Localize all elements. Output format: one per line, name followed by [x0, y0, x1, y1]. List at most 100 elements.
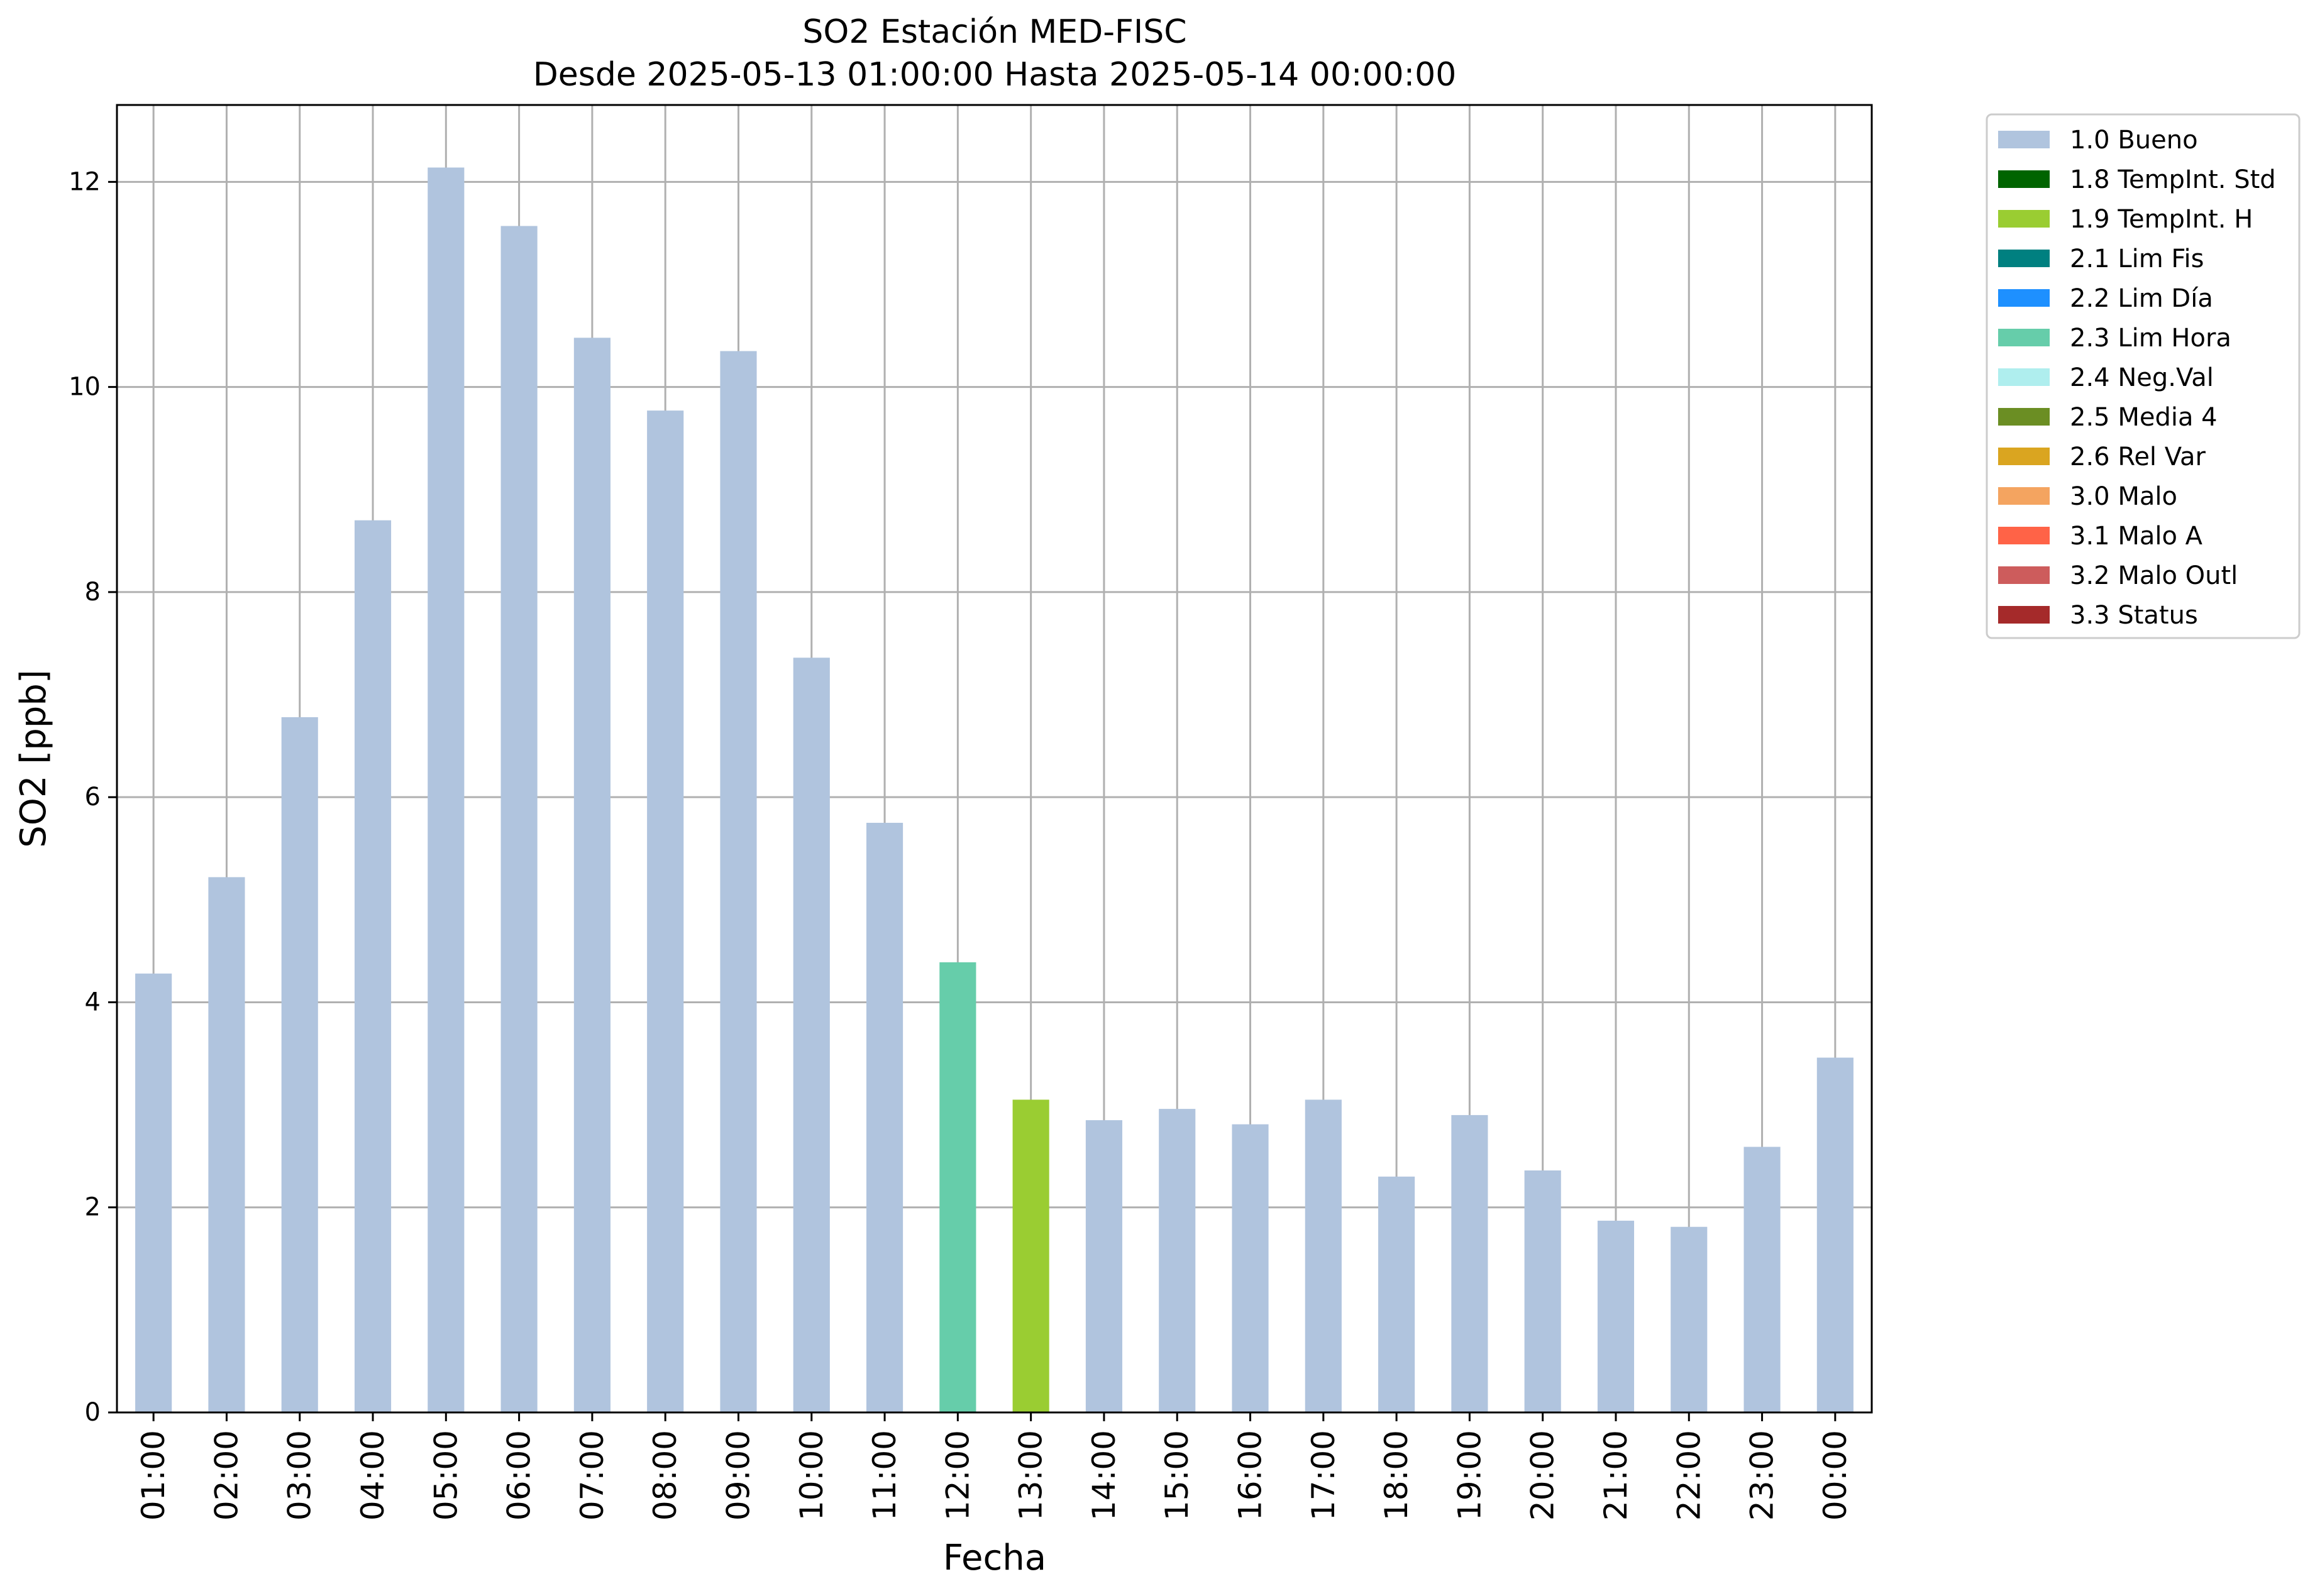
x-tick-label: 11:00 — [866, 1430, 903, 1521]
bar-00:00 — [1816, 1057, 1854, 1412]
legend-label: 2.1 Lim Fis — [2070, 245, 2204, 273]
plot-background — [117, 105, 1872, 1412]
x-tick-label: 01:00 — [135, 1430, 172, 1521]
x-tick-label: 21:00 — [1598, 1430, 1634, 1521]
bar-16:00 — [1232, 1124, 1269, 1412]
y-axis-label: SO2 [ppb] — [13, 669, 54, 847]
legend-label: 1.8 TempInt. Std — [2070, 165, 2276, 194]
x-tick-label: 23:00 — [1744, 1430, 1781, 1521]
legend-swatch — [1998, 606, 2050, 624]
x-tick-label: 20:00 — [1525, 1430, 1561, 1521]
x-tick-label: 08:00 — [647, 1430, 683, 1521]
plot-frame — [116, 104, 1873, 1414]
chart-subtitle: Desde 2025-05-13 01:00:00 Hasta 2025-05-… — [533, 56, 1457, 94]
legend-item: 2.4 Neg.Val — [1998, 363, 2214, 392]
legend-swatch — [1998, 566, 2050, 584]
y-tick-label: 8 — [85, 578, 101, 607]
legend-item: 1.0 Bueno — [1998, 126, 2198, 155]
chart-title: SO2 Estación MED-FISC — [802, 13, 1186, 51]
legend-label: 2.4 Neg.Val — [2070, 363, 2214, 392]
legend-swatch — [1998, 527, 2050, 544]
bar-22:00 — [1671, 1226, 1708, 1412]
legend-swatch — [1998, 289, 2050, 307]
legend-label: 2.6 Rel Var — [2070, 443, 2206, 471]
legend-label: 3.3 Status — [2070, 601, 2198, 630]
legend-swatch — [1998, 170, 2050, 188]
x-tick-label: 07:00 — [574, 1430, 611, 1521]
legend-item: 2.5 Media 4 — [1998, 403, 2218, 432]
legend-item: 2.2 Lim Día — [1998, 284, 2213, 313]
legend-swatch — [1998, 210, 2050, 228]
x-tick-label: 04:00 — [355, 1430, 391, 1521]
bar-03:00 — [281, 717, 318, 1412]
axes: 0 2 4 6 8 10 12 01:00 02:00 03:00 04:00 05:00 06:00 0… — [69, 167, 1854, 1521]
bar-15:00 — [1159, 1109, 1196, 1412]
legend-label: 3.2 Malo Outl — [2070, 561, 2238, 590]
legend-item: 1.9 TempInt. H — [1998, 205, 2253, 234]
x-tick-label: 13:00 — [1013, 1430, 1049, 1521]
legend-label: 2.2 Lim Día — [2070, 284, 2213, 313]
x-tick-label: 12:00 — [939, 1430, 976, 1521]
bars — [135, 167, 1854, 1413]
bar-21:00 — [1597, 1220, 1635, 1412]
bar-01:00 — [135, 973, 172, 1412]
bar-13:00 — [1012, 1099, 1049, 1412]
legend-swatch — [1998, 408, 2050, 426]
x-tick-label: 22:00 — [1671, 1430, 1707, 1521]
bar-09:00 — [720, 351, 757, 1412]
legend-swatch — [1998, 131, 2050, 148]
legend-swatch — [1998, 487, 2050, 505]
legend-frame — [1986, 113, 2301, 639]
bar-17:00 — [1305, 1099, 1342, 1412]
legend-item: 2.1 Lim Fis — [1998, 245, 2204, 273]
x-tick-label: 18:00 — [1378, 1430, 1415, 1521]
y-tick-label: 4 — [85, 988, 101, 1016]
bar-10:00 — [793, 658, 830, 1412]
y-tick-label: 12 — [69, 167, 101, 196]
bar-19:00 — [1451, 1114, 1488, 1412]
bar-08:00 — [647, 410, 684, 1412]
legend-item: 3.1 Malo A — [1998, 522, 2203, 551]
legend-item: 2.3 Lim Hora — [1998, 324, 2231, 353]
x-tick-label: 17:00 — [1305, 1430, 1342, 1521]
x-tick-label: 19:00 — [1451, 1430, 1488, 1521]
bar-20:00 — [1524, 1170, 1561, 1412]
bar-18:00 — [1378, 1176, 1415, 1412]
legend-item: 3.2 Malo Outl — [1998, 561, 2238, 590]
x-tick-label: 09:00 — [720, 1430, 756, 1521]
legend-label: 2.3 Lim Hora — [2070, 324, 2231, 353]
bar-23:00 — [1743, 1147, 1781, 1412]
x-tick-label: 03:00 — [282, 1430, 318, 1521]
legend-item: 2.6 Rel Var — [1998, 443, 2206, 471]
y-tick-label: 10 — [69, 373, 101, 402]
bar-07:00 — [573, 338, 611, 1413]
legend-swatch — [1998, 368, 2050, 386]
legend-label: 1.9 TempInt. H — [2070, 205, 2253, 234]
legend-item: 3.3 Status — [1998, 601, 2198, 630]
x-axis-label: Fecha — [943, 1538, 1046, 1578]
x-tick-label: 00:00 — [1817, 1430, 1854, 1521]
y-tick-label: 6 — [85, 783, 101, 812]
legend-label: 1.0 Bueno — [2070, 126, 2198, 155]
legend-item: 3.0 Malo — [1998, 482, 2177, 511]
y-tick-label: 0 — [85, 1398, 101, 1427]
bar-14:00 — [1085, 1120, 1123, 1412]
x-tick-label: 10:00 — [793, 1430, 830, 1521]
bar-04:00 — [354, 520, 392, 1413]
x-tick-label: 15:00 — [1159, 1430, 1195, 1521]
legend-label: 3.0 Malo — [2070, 482, 2177, 511]
x-tick-label: 05:00 — [428, 1430, 464, 1521]
x-tick-label: 02:00 — [208, 1430, 245, 1521]
legend-label: 2.5 Media 4 — [2070, 403, 2218, 432]
legend-item: 1.8 TempInt. Std — [1998, 165, 2276, 194]
legend-swatch — [1998, 329, 2050, 346]
y-tick-label: 2 — [85, 1193, 101, 1222]
x-tick-label: 16:00 — [1232, 1430, 1269, 1521]
bar-12:00 — [939, 962, 976, 1412]
legend-label: 3.1 Malo A — [2070, 522, 2203, 551]
x-tick-label: 14:00 — [1086, 1430, 1122, 1521]
bar-06:00 — [500, 226, 538, 1412]
bar-05:00 — [428, 167, 465, 1413]
